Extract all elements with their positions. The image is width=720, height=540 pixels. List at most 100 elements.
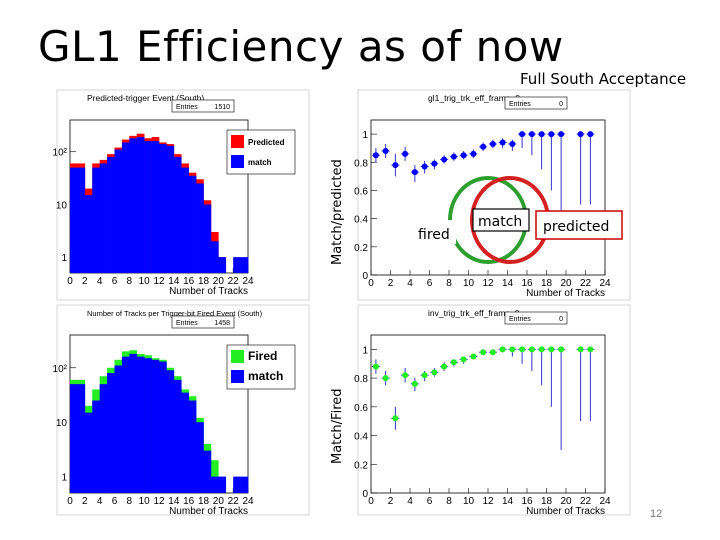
- chart0-bar-match: [233, 257, 241, 273]
- chart0-ytick-label: 1: [61, 253, 67, 264]
- chart3-ytick-label: 1: [362, 345, 368, 356]
- chart3-ytick-label: 0.8: [354, 374, 368, 385]
- chart0-xlabel: Number of Tracks: [169, 286, 248, 297]
- chart2-point: [372, 152, 379, 159]
- chart1-bar-match: [166, 370, 175, 493]
- chart1-legend-swatch: [231, 350, 244, 363]
- chart2-xtick-label: 6: [427, 278, 433, 289]
- chart0-bar-match: [136, 137, 145, 273]
- chart3-point: [372, 363, 379, 370]
- chart2-xtick-label: 8: [446, 278, 452, 289]
- chart0-bar-match: [99, 163, 108, 273]
- chart3-xtick-label: 24: [599, 496, 611, 507]
- chart1-xtick-label: 18: [198, 496, 210, 507]
- chart3-point: [421, 372, 428, 379]
- chart2-xtick-label: 14: [502, 278, 514, 289]
- chart3-stats-box: [504, 311, 568, 325]
- chart0-bar-match: [218, 257, 227, 273]
- chart1-bar-match: [129, 353, 138, 493]
- chart0-bar-match: [159, 144, 167, 273]
- chart2-xtick-label: 2: [388, 278, 394, 289]
- chart0-bar-match: [181, 167, 189, 273]
- chart3-point: [519, 346, 526, 353]
- chart3-point: [499, 346, 506, 353]
- chart3-xtick-label: 16: [521, 496, 533, 507]
- chart3-point: [489, 349, 496, 356]
- chart3-xtick-label: 10: [463, 496, 475, 507]
- chart2-point: [587, 131, 594, 138]
- chart2-xlabel: Number of Tracks: [526, 288, 605, 299]
- chart1-bar-match: [240, 476, 249, 493]
- chart2-point: [411, 169, 418, 176]
- page-number: 12: [650, 508, 663, 520]
- chart2-point: [499, 139, 506, 146]
- chart0-bar-match: [203, 204, 212, 273]
- chart3-title: inv_trig_trk_eff_frame_0: [428, 308, 520, 318]
- chart1-bar-match: [114, 365, 123, 493]
- chart1-stats-value: 1458: [214, 320, 230, 327]
- chart0-xtick-label: 24: [242, 276, 254, 287]
- chart0-bar-match: [107, 156, 115, 273]
- chart3-point: [509, 346, 516, 353]
- chart2-point: [441, 156, 448, 163]
- chart1-bar-match: [107, 373, 115, 493]
- chart1-xtick-label: 8: [127, 496, 133, 507]
- chart2-xtick-label: 22: [580, 278, 592, 289]
- chart0-ytick-label: 10²: [53, 148, 68, 159]
- chart2-frame: [357, 89, 631, 301]
- chart2-point: [509, 140, 516, 147]
- chart2-ytick-label: 0.2: [354, 243, 368, 254]
- chart1-bar-match: [99, 384, 108, 493]
- chart1-bar-match: [92, 400, 100, 493]
- chart0-xtick-label: 12: [153, 276, 165, 287]
- chart3-point: [470, 353, 477, 360]
- chart1-stats-label: Entries: [176, 320, 198, 327]
- match-label: match: [478, 214, 522, 230]
- chart0-bar-match: [121, 142, 130, 273]
- chart2-point: [392, 162, 399, 169]
- chart3-ytick-label: 0.6: [354, 403, 368, 414]
- chart0-xtick-label: 4: [97, 276, 103, 287]
- chart1-xtick-label: 12: [153, 496, 165, 507]
- chart2-point: [431, 160, 438, 167]
- chart3-point: [460, 356, 467, 363]
- chart0-xtick-label: 0: [67, 276, 73, 287]
- chart1-bar-match: [203, 450, 212, 493]
- chart2-point: [480, 143, 487, 150]
- chart0-bar-match: [114, 149, 123, 273]
- chart0-ytick-label: 10: [56, 200, 68, 211]
- chart0-bar-match: [144, 140, 152, 273]
- chart1-bar-match: [233, 476, 241, 493]
- chart1-bar-match: [84, 412, 93, 493]
- chart2-point: [489, 140, 496, 147]
- chart1-legend-swatch: [231, 370, 244, 383]
- chart3-point: [411, 380, 418, 387]
- chart1-xtick-label: 2: [82, 496, 88, 507]
- chart3-xtick-label: 6: [427, 496, 433, 507]
- chart2-stats-value: 0: [559, 101, 563, 108]
- chart2-stats-label: Entries: [509, 101, 531, 108]
- chart3-point: [558, 346, 565, 353]
- chart1-xtick-label: 22: [228, 496, 240, 507]
- chart2-xtick-label: 20: [560, 278, 572, 289]
- chart0-bar-match: [151, 140, 160, 273]
- chart3-xtick-label: 12: [482, 496, 494, 507]
- chart3-xtick-label: 20: [560, 496, 572, 507]
- chart2-point: [528, 131, 535, 138]
- chart1-ytick-label: 10²: [53, 364, 68, 375]
- chart1-bar-match: [159, 361, 167, 493]
- chart3-xtick-label: 4: [407, 496, 413, 507]
- chart3-point: [402, 372, 409, 379]
- chart3-xtick-label: 2: [388, 496, 394, 507]
- chart3-point: [441, 363, 448, 370]
- chart2-point: [402, 150, 409, 157]
- chart1-xtick-label: 4: [97, 496, 103, 507]
- chart0-xtick-label: 8: [127, 276, 133, 287]
- chart0-legend-label: Predicted: [248, 138, 285, 147]
- chart2-point: [558, 131, 565, 138]
- fired-label: fired: [418, 227, 450, 243]
- chart3-ytick-label: 0: [362, 489, 368, 500]
- chart3-point: [480, 349, 487, 356]
- chart2-title: gl1_trig_trk_eff_frame_0: [428, 93, 520, 103]
